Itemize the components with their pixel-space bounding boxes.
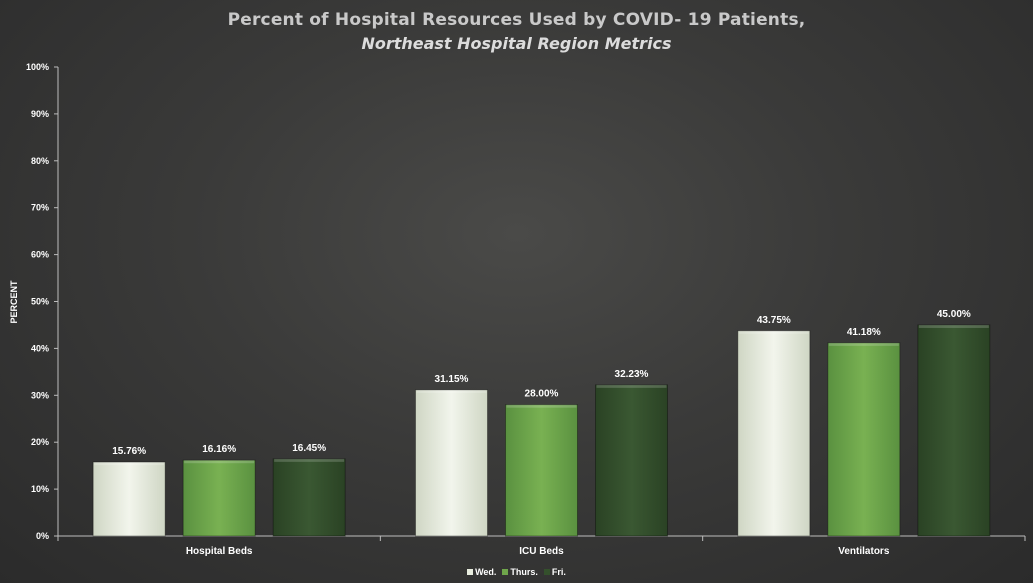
data-label: 41.18% <box>847 327 881 338</box>
bar-highlight <box>94 462 165 466</box>
bar-highlight <box>184 460 255 464</box>
y-tick-label: 0% <box>36 531 49 541</box>
bar-highlight <box>416 389 487 393</box>
chart-title-block: Percent of Hospital Resources Used by CO… <box>0 10 1033 53</box>
bar-wed <box>737 330 811 537</box>
chart-title: Percent of Hospital Resources Used by CO… <box>227 10 806 30</box>
x-category-label: Hospital Beds <box>186 546 253 557</box>
bar-fri <box>272 458 346 537</box>
legend-label: Thurs. <box>510 567 538 577</box>
y-tick-label: 90% <box>31 109 49 119</box>
bar-highlight <box>274 458 345 462</box>
chart-subtitle: Northeast Hospital Region Metrics <box>361 34 672 53</box>
y-tick-label: 60% <box>31 250 49 260</box>
x-category-label: Ventilators <box>838 546 890 557</box>
legend-label: Fri. <box>551 567 566 577</box>
y-tick-label: 70% <box>31 203 49 213</box>
y-tick-label: 20% <box>31 437 49 447</box>
data-label: 16.45% <box>292 443 326 454</box>
legend-swatch <box>467 569 474 575</box>
legend-item-wed: Wed. <box>467 567 496 577</box>
bar-highlight <box>828 342 899 346</box>
bar-wed <box>415 389 488 537</box>
legend-item-fri: Fri. <box>543 567 566 577</box>
legend: Wed. Thurs. Fri. <box>0 567 1033 577</box>
data-label: 45.00% <box>937 309 971 320</box>
bar-highlight <box>738 330 809 334</box>
bar-thurs <box>182 459 256 537</box>
y-tick-label: 40% <box>31 343 49 353</box>
data-label: 28.00% <box>525 389 559 400</box>
y-tick-label: 50% <box>31 297 49 307</box>
data-label: 43.75% <box>757 315 791 326</box>
data-label: 16.16% <box>202 444 236 455</box>
data-label: 31.15% <box>435 374 469 385</box>
y-axis-label: PERCENT <box>9 280 19 324</box>
x-category-label: ICU Beds <box>519 546 564 557</box>
data-labels: 15.76% 16.16% 16.45% 31.15% 28.00% 32.23% 43.7… <box>112 309 971 457</box>
y-tick-label: 30% <box>31 390 49 400</box>
data-label: 32.23% <box>615 369 649 380</box>
bar-highlight <box>596 384 667 388</box>
bar-wed <box>92 461 166 537</box>
bar-fri <box>917 324 991 537</box>
legend-label: Wed. <box>475 567 497 577</box>
legend-swatch <box>502 569 509 575</box>
data-label: 15.76% <box>112 446 146 457</box>
bar-highlight <box>918 324 989 328</box>
legend-swatch <box>543 569 550 575</box>
bars <box>92 324 991 537</box>
y-tick-label: 80% <box>31 156 49 166</box>
bar-fri <box>595 384 668 537</box>
legend-item-thurs: Thurs. <box>502 567 538 577</box>
bar-highlight <box>506 404 577 408</box>
bar-thurs <box>827 342 901 537</box>
y-tick-label: 10% <box>31 484 49 494</box>
bar-thurs <box>505 404 578 537</box>
y-tick-label: 100% <box>26 62 49 72</box>
